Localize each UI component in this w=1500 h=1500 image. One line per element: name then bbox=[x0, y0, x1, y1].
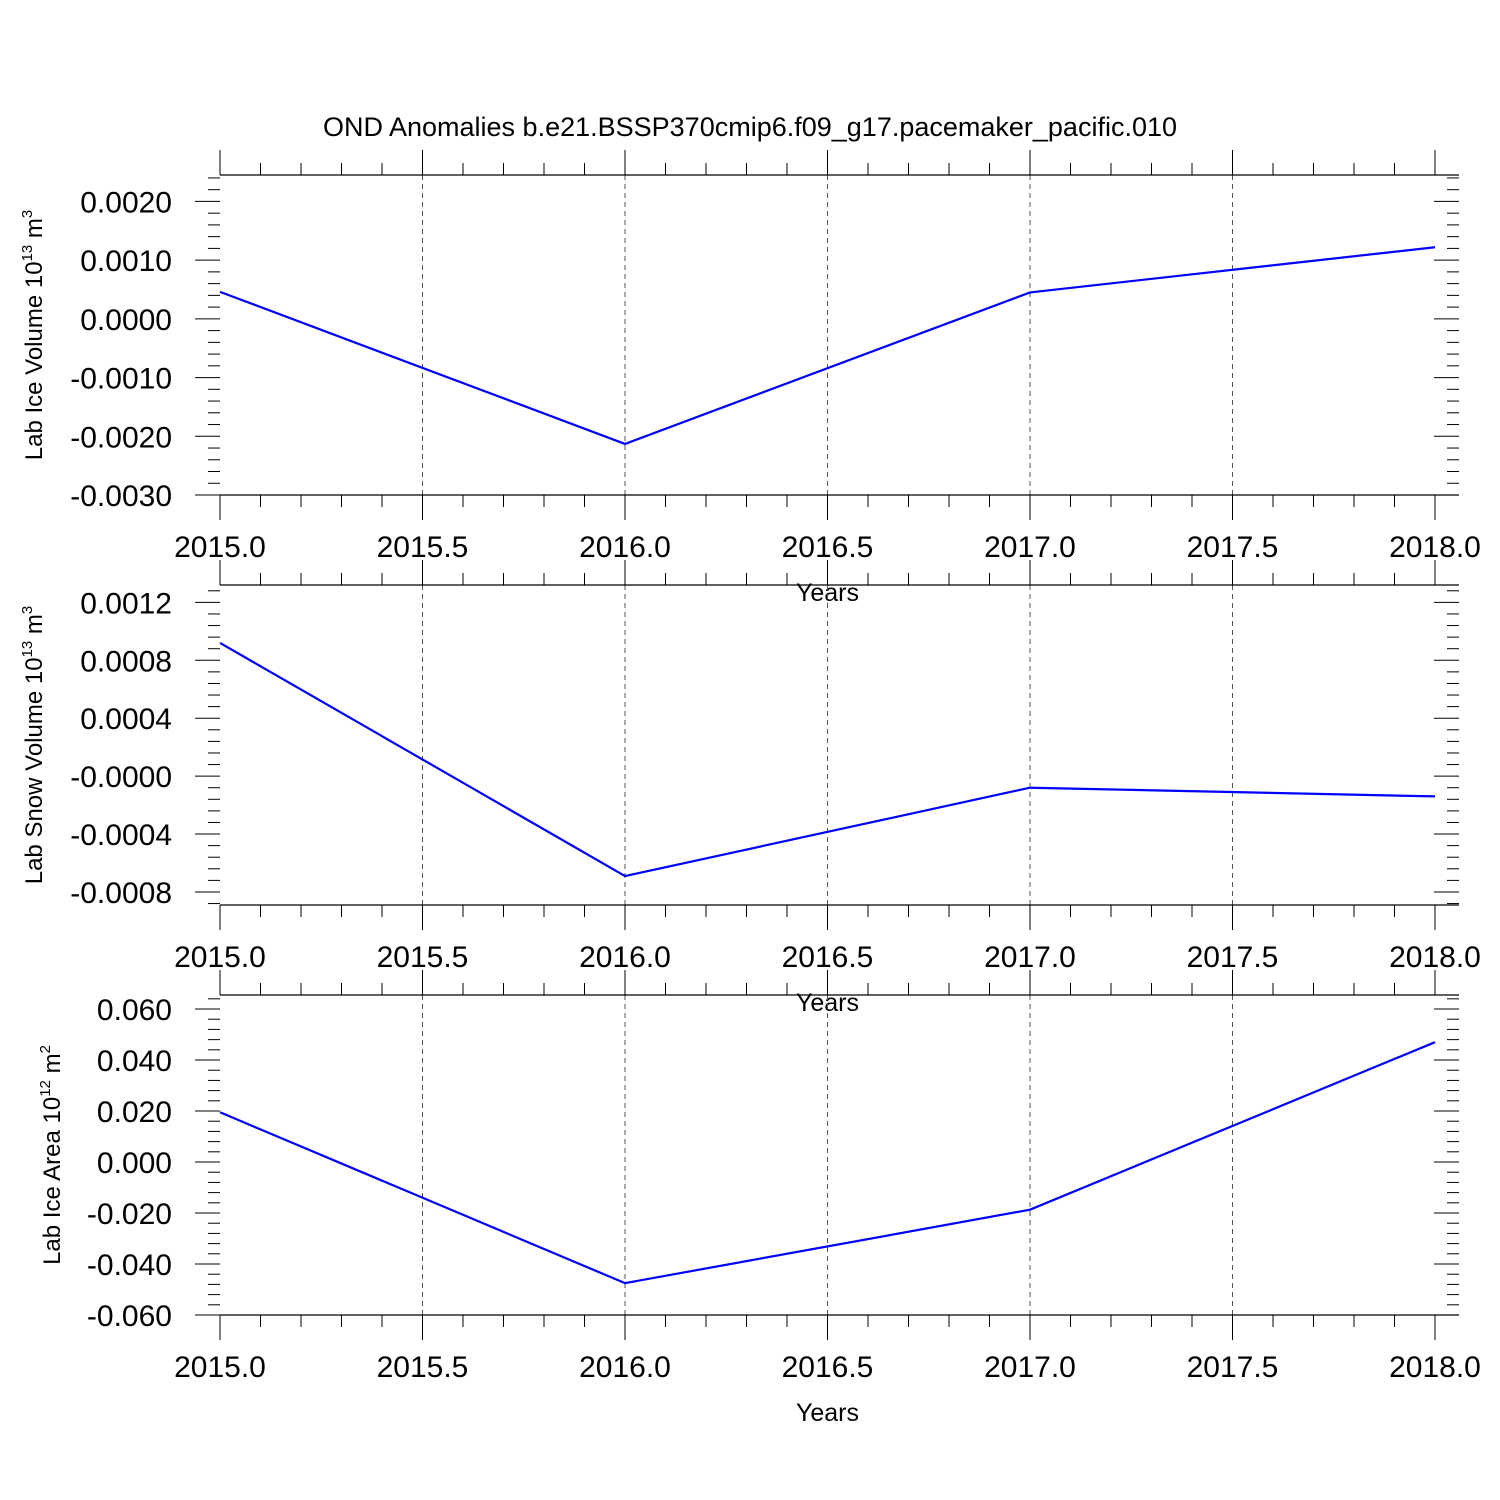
figure-title: OND Anomalies b.e21.BSSP370cmip6.f09_g17… bbox=[322, 112, 1177, 142]
y-tick-label: 0.0010 bbox=[80, 245, 172, 278]
y-tick-label: 0.0004 bbox=[80, 703, 172, 736]
x-tick-label: 2017.5 bbox=[1187, 941, 1279, 974]
y-axis-label: Lab Ice Volume 1013 m3 bbox=[19, 210, 48, 461]
x-tick-label: 2015.5 bbox=[377, 941, 469, 974]
x-tick-label: 2015.0 bbox=[174, 941, 266, 974]
x-tick-label: 2017.0 bbox=[984, 531, 1076, 564]
x-tick-label: 2015.5 bbox=[377, 1351, 469, 1384]
y-tick-label: 0.060 bbox=[97, 994, 172, 1027]
chart-panel-3: -0.060 -0.040 -0.020 0.000 0.020 0.040 0.060 20… bbox=[37, 970, 1481, 1427]
y-tick-label: -0.0010 bbox=[70, 363, 172, 396]
x-tick-label: 2017.5 bbox=[1187, 531, 1279, 564]
y-tick-label: 0.0020 bbox=[80, 186, 172, 219]
y-tick-label: -0.0020 bbox=[70, 421, 172, 454]
y-tick-label: -0.0008 bbox=[70, 877, 172, 910]
y-tick-label: 0.040 bbox=[97, 1045, 172, 1078]
x-tick-label: 2017.0 bbox=[984, 941, 1076, 974]
y-tick-label: -0.0030 bbox=[70, 480, 172, 513]
y-tick-label: 0.000 bbox=[97, 1147, 172, 1180]
series-line bbox=[219, 1041, 1436, 1285]
x-tick-label: 2016.5 bbox=[782, 531, 874, 564]
x-tick-label: 2016.0 bbox=[579, 941, 671, 974]
y-tick-label: -0.0000 bbox=[70, 761, 172, 794]
x-tick-label: 2015.0 bbox=[174, 1351, 266, 1384]
y-axis-label: Lab Ice Area 1012 m2 bbox=[37, 1045, 66, 1265]
x-tick-label: 2016.5 bbox=[782, 941, 874, 974]
chart-panel-2: -0.0008 -0.0004 -0.0000 0.0004 0.0008 0.0012 2… bbox=[19, 560, 1481, 1017]
x-tick-label: 2016.5 bbox=[782, 1351, 874, 1384]
x-tick-label: 2017.0 bbox=[984, 1351, 1076, 1384]
x-tick-label: 2018.0 bbox=[1389, 531, 1481, 564]
x-tick-label: 2016.0 bbox=[579, 1351, 671, 1384]
y-tick-label: 0.0012 bbox=[80, 587, 172, 620]
x-tick-label: 2018.0 bbox=[1389, 941, 1481, 974]
y-tick-label: -0.020 bbox=[87, 1198, 172, 1231]
chart-panel-1: -0.0030 -0.0020 -0.0010 0.0000 0.0010 0.0020 2… bbox=[19, 150, 1481, 607]
y-tick-label: 0.020 bbox=[97, 1096, 172, 1129]
y-tick-label: 0.0000 bbox=[80, 304, 172, 337]
series-line bbox=[219, 641, 1436, 878]
series-line bbox=[219, 246, 1436, 446]
x-tick-label: 2015.0 bbox=[174, 531, 266, 564]
x-tick-label: 2017.5 bbox=[1187, 1351, 1279, 1384]
y-tick-label: -0.040 bbox=[87, 1249, 172, 1282]
x-tick-label: 2015.5 bbox=[377, 531, 469, 564]
y-tick-label: -0.060 bbox=[87, 1300, 172, 1333]
x-axis-label: Years bbox=[796, 1399, 859, 1427]
x-tick-label: 2018.0 bbox=[1389, 1351, 1481, 1384]
y-axis-label: Lab Snow Volume 1013 m3 bbox=[19, 606, 48, 885]
y-tick-label: -0.0004 bbox=[70, 819, 172, 852]
x-tick-label: 2016.0 bbox=[579, 531, 671, 564]
y-tick-label: 0.0008 bbox=[80, 645, 172, 678]
